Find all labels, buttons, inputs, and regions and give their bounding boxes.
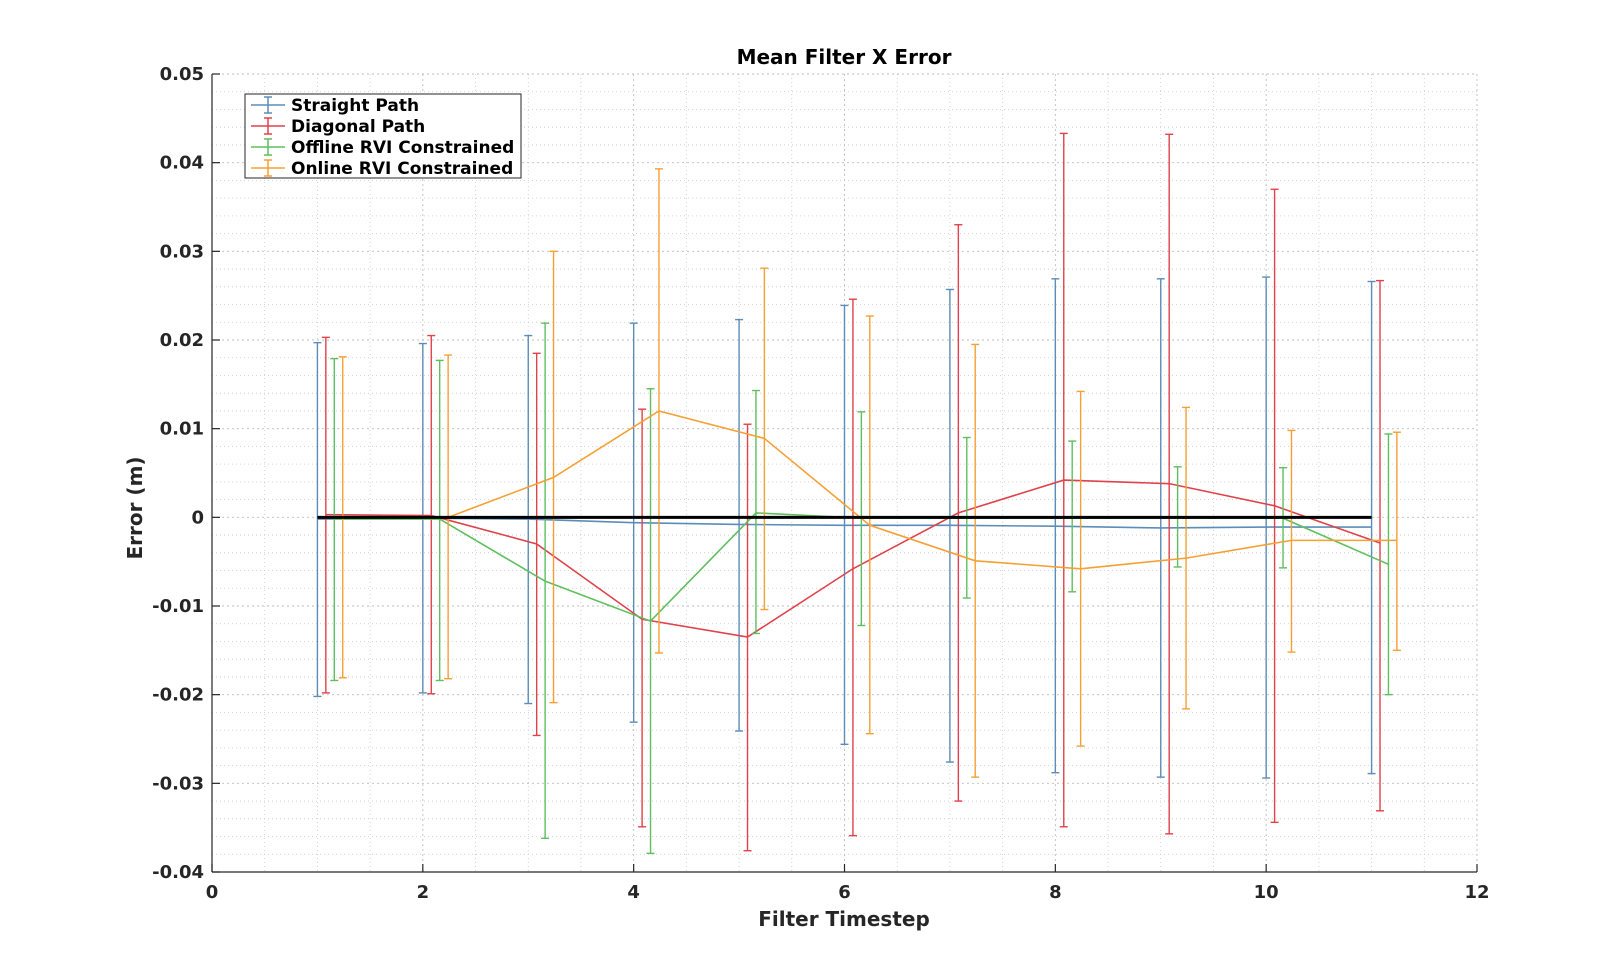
- plot-area: [313, 132, 1401, 855]
- series-line: [325, 479, 1381, 638]
- y-tick-label: -0.01: [152, 596, 204, 617]
- series-line: [342, 410, 1397, 570]
- y-tick-label: 0.04: [160, 153, 204, 174]
- y-tick-label: 0.05: [160, 64, 204, 85]
- y-tick-label: 0: [191, 507, 204, 528]
- y-tick-label: 0.03: [160, 241, 204, 262]
- y-tick-label: -0.04: [152, 862, 204, 883]
- series-diagonal: [321, 132, 1385, 852]
- x-tick-label: 4: [627, 882, 640, 903]
- x-tick-label: 10: [1254, 882, 1279, 903]
- y-tick-label: 0.01: [160, 419, 204, 440]
- y-tick-label: 0.02: [160, 330, 204, 351]
- chart-title: Mean Filter X Error: [737, 45, 952, 69]
- y-tick-label: -0.02: [152, 685, 204, 706]
- x-tick-label: 2: [417, 882, 430, 903]
- axes: 0 2 4 6 8 10 12 -0.04 -0.03 -0.02 -0.01 0 0.01 0.02 0.…: [152, 64, 1489, 903]
- legend-label: Online RVI Constrained: [291, 159, 513, 179]
- series-online: [338, 168, 1401, 778]
- legend-label: Diagonal Path: [291, 117, 425, 137]
- x-tick-label: 6: [838, 882, 851, 903]
- y-tick-label: -0.03: [152, 773, 204, 794]
- legend-label: Offline RVI Constrained: [291, 138, 514, 158]
- x-axis-label: Filter Timestep: [758, 907, 930, 931]
- x-tick-label: 0: [206, 882, 219, 903]
- series-straight: [313, 276, 1376, 779]
- legend-box: [244, 93, 522, 179]
- legend-label: Straight Path: [291, 96, 419, 116]
- y-axis-label: Error (m): [123, 456, 147, 559]
- x-tick-label: 12: [1464, 882, 1489, 903]
- x-tick-label: 8: [1049, 882, 1062, 903]
